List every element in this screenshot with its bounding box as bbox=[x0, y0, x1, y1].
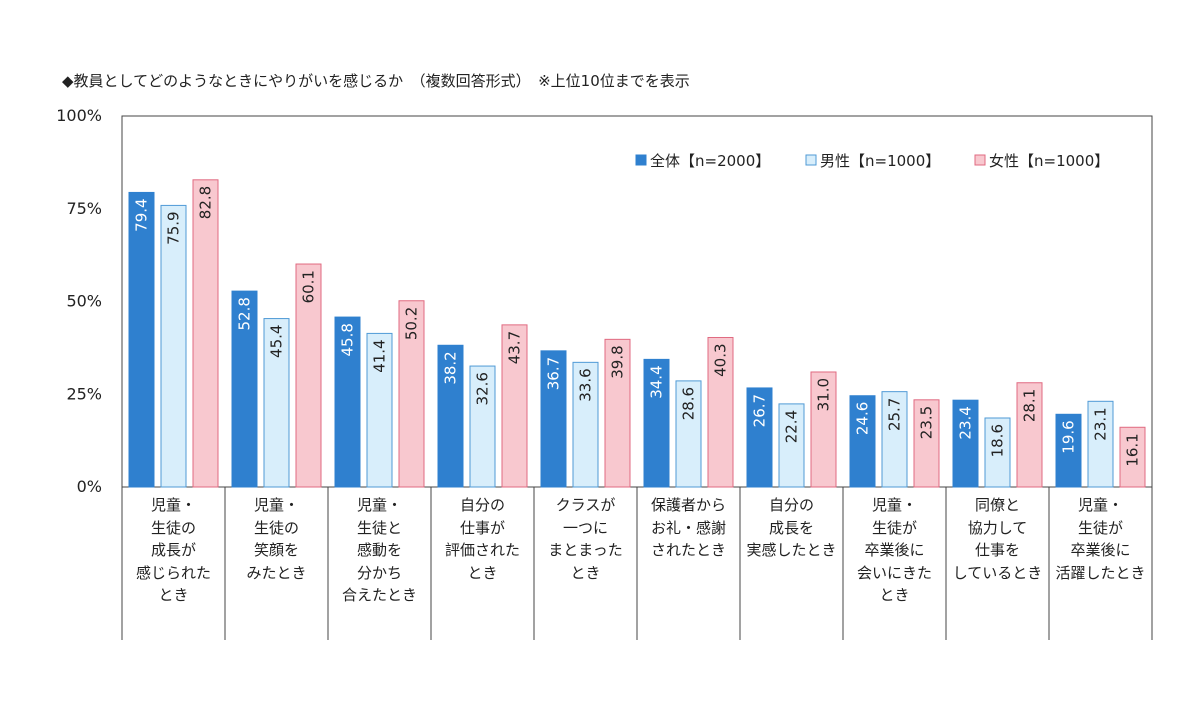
bar-series-2-cat-3 bbox=[501, 324, 528, 488]
bar-series-0-cat-6 bbox=[746, 387, 773, 488]
data-label: 52.8 bbox=[236, 297, 254, 330]
bar-series-1-cat-0 bbox=[160, 204, 187, 488]
y-tick-label: 50% bbox=[66, 292, 102, 311]
data-label: 50.2 bbox=[403, 307, 421, 340]
data-label: 33.6 bbox=[577, 368, 595, 401]
bar-series-0-cat-4 bbox=[540, 350, 567, 488]
legend-label-1: 男性【n=1000】 bbox=[820, 152, 940, 170]
bar-series-0-cat-0 bbox=[128, 191, 155, 488]
data-label: 60.1 bbox=[300, 270, 318, 303]
data-label: 45.8 bbox=[339, 323, 357, 356]
bar-series-1-cat-8 bbox=[984, 417, 1011, 488]
x-tick-label: 児童・ 生徒と 感動を 分かち 合えたとき bbox=[341, 496, 417, 605]
bar-series-0-cat-8 bbox=[952, 399, 979, 488]
bar-series-2-cat-5 bbox=[707, 336, 734, 488]
data-label: 24.6 bbox=[854, 402, 872, 435]
data-label: 34.4 bbox=[648, 365, 666, 398]
data-label: 39.8 bbox=[609, 345, 627, 378]
bar-series-0-cat-1 bbox=[231, 290, 258, 488]
x-tick-label: 自分の 成長を 実感したとき bbox=[746, 496, 837, 560]
bar-series-2-cat-4 bbox=[604, 338, 631, 488]
bar-series-1-cat-9 bbox=[1087, 400, 1114, 488]
x-tick-label: 保護者から お礼・感謝 されたとき bbox=[650, 496, 726, 560]
data-label: 41.4 bbox=[371, 339, 389, 372]
data-label: 82.8 bbox=[197, 186, 215, 219]
bar-series-2-cat-2 bbox=[398, 300, 425, 488]
data-label: 18.6 bbox=[989, 424, 1007, 457]
bar-series-1-cat-2 bbox=[366, 332, 393, 488]
data-label: 38.2 bbox=[442, 351, 460, 384]
data-label: 28.6 bbox=[680, 387, 698, 420]
data-label: 23.4 bbox=[957, 406, 975, 439]
data-label: 19.6 bbox=[1060, 420, 1078, 453]
bar-series-1-cat-4 bbox=[572, 361, 599, 488]
y-tick-label: 25% bbox=[66, 384, 102, 403]
data-label: 25.7 bbox=[886, 398, 904, 431]
legend-label-2: 女性【n=1000】 bbox=[989, 152, 1109, 170]
data-label: 31.0 bbox=[815, 378, 833, 411]
bar-series-1-cat-5 bbox=[675, 380, 702, 488]
x-tick-label: 児童・ 生徒の 成長が 感じられた とき bbox=[135, 496, 211, 605]
data-label: 75.9 bbox=[165, 211, 183, 244]
y-tick-label: 0% bbox=[77, 477, 102, 496]
data-label: 23.1 bbox=[1092, 407, 1110, 440]
x-tick-label: 児童・ 生徒の 笑顔を みたとき bbox=[246, 496, 307, 582]
bar-series-2-cat-7 bbox=[913, 399, 940, 488]
data-label: 22.4 bbox=[783, 410, 801, 443]
bar-series-2-cat-9 bbox=[1119, 426, 1146, 488]
bar-series-0-cat-9 bbox=[1055, 413, 1082, 488]
bar-series-0-cat-3 bbox=[437, 344, 464, 488]
data-label: 79.4 bbox=[133, 198, 151, 231]
data-label: 26.7 bbox=[751, 394, 769, 427]
x-tick-label: 同僚と 協力して 仕事を しているとき bbox=[952, 496, 1043, 582]
chart-title: ◆教員としてどのようなときにやりがいを感じるか （複数回答形式） ※上位10位ま… bbox=[62, 72, 690, 90]
data-label: 43.7 bbox=[506, 331, 524, 364]
x-tick-label: 自分の 仕事が 評価された とき bbox=[444, 496, 520, 582]
legend: 全体【n=2000】 男性【n=1000】 女性【n=1000】 bbox=[635, 152, 1109, 170]
bar-series-2-cat-1 bbox=[295, 263, 322, 488]
bar-series-2-cat-6 bbox=[810, 371, 837, 488]
bar-series-1-cat-3 bbox=[469, 365, 496, 488]
bar-series-1-cat-6 bbox=[778, 403, 805, 488]
plot-frame bbox=[121, 115, 1153, 640]
y-tick-label: 100% bbox=[56, 106, 102, 125]
legend-swatch-2 bbox=[974, 154, 986, 166]
data-label: 32.6 bbox=[474, 372, 492, 405]
y-tick-label: 75% bbox=[66, 199, 102, 218]
legend-swatch-1 bbox=[805, 154, 817, 166]
bar-series-2-cat-0 bbox=[192, 179, 219, 488]
bar-series-2-cat-8 bbox=[1016, 382, 1043, 488]
x-tick-label: クラスが 一つに まとまった とき bbox=[548, 496, 623, 582]
bar-series-0-cat-5 bbox=[643, 358, 670, 488]
bars: 79.4 75.9 82.8 52.8 45.4 60.1 45.8 41.4 50.2 38.2… bbox=[128, 179, 1146, 488]
data-label: 23.5 bbox=[918, 406, 936, 439]
bar-series-0-cat-7 bbox=[849, 395, 876, 488]
legend-label-0: 全体【n=2000】 bbox=[650, 152, 770, 170]
data-label: 36.7 bbox=[545, 357, 563, 390]
bar-series-1-cat-1 bbox=[263, 318, 290, 488]
data-label: 40.3 bbox=[712, 343, 730, 376]
bar-series-0-cat-2 bbox=[334, 316, 361, 488]
data-label: 16.1 bbox=[1124, 433, 1142, 466]
y-axis: 0% 25% 50% 75% 100% bbox=[56, 106, 102, 496]
legend-swatch-0 bbox=[635, 154, 647, 166]
bar-series-1-cat-7 bbox=[881, 391, 908, 488]
x-tick-label: 児童・ 生徒が 卒業後に 会いにきた とき bbox=[856, 496, 932, 605]
x-tick-label: 児童・ 生徒が 卒業後に 活躍したとき bbox=[1055, 496, 1146, 582]
data-label: 45.4 bbox=[268, 325, 286, 358]
data-label: 28.1 bbox=[1021, 389, 1039, 422]
